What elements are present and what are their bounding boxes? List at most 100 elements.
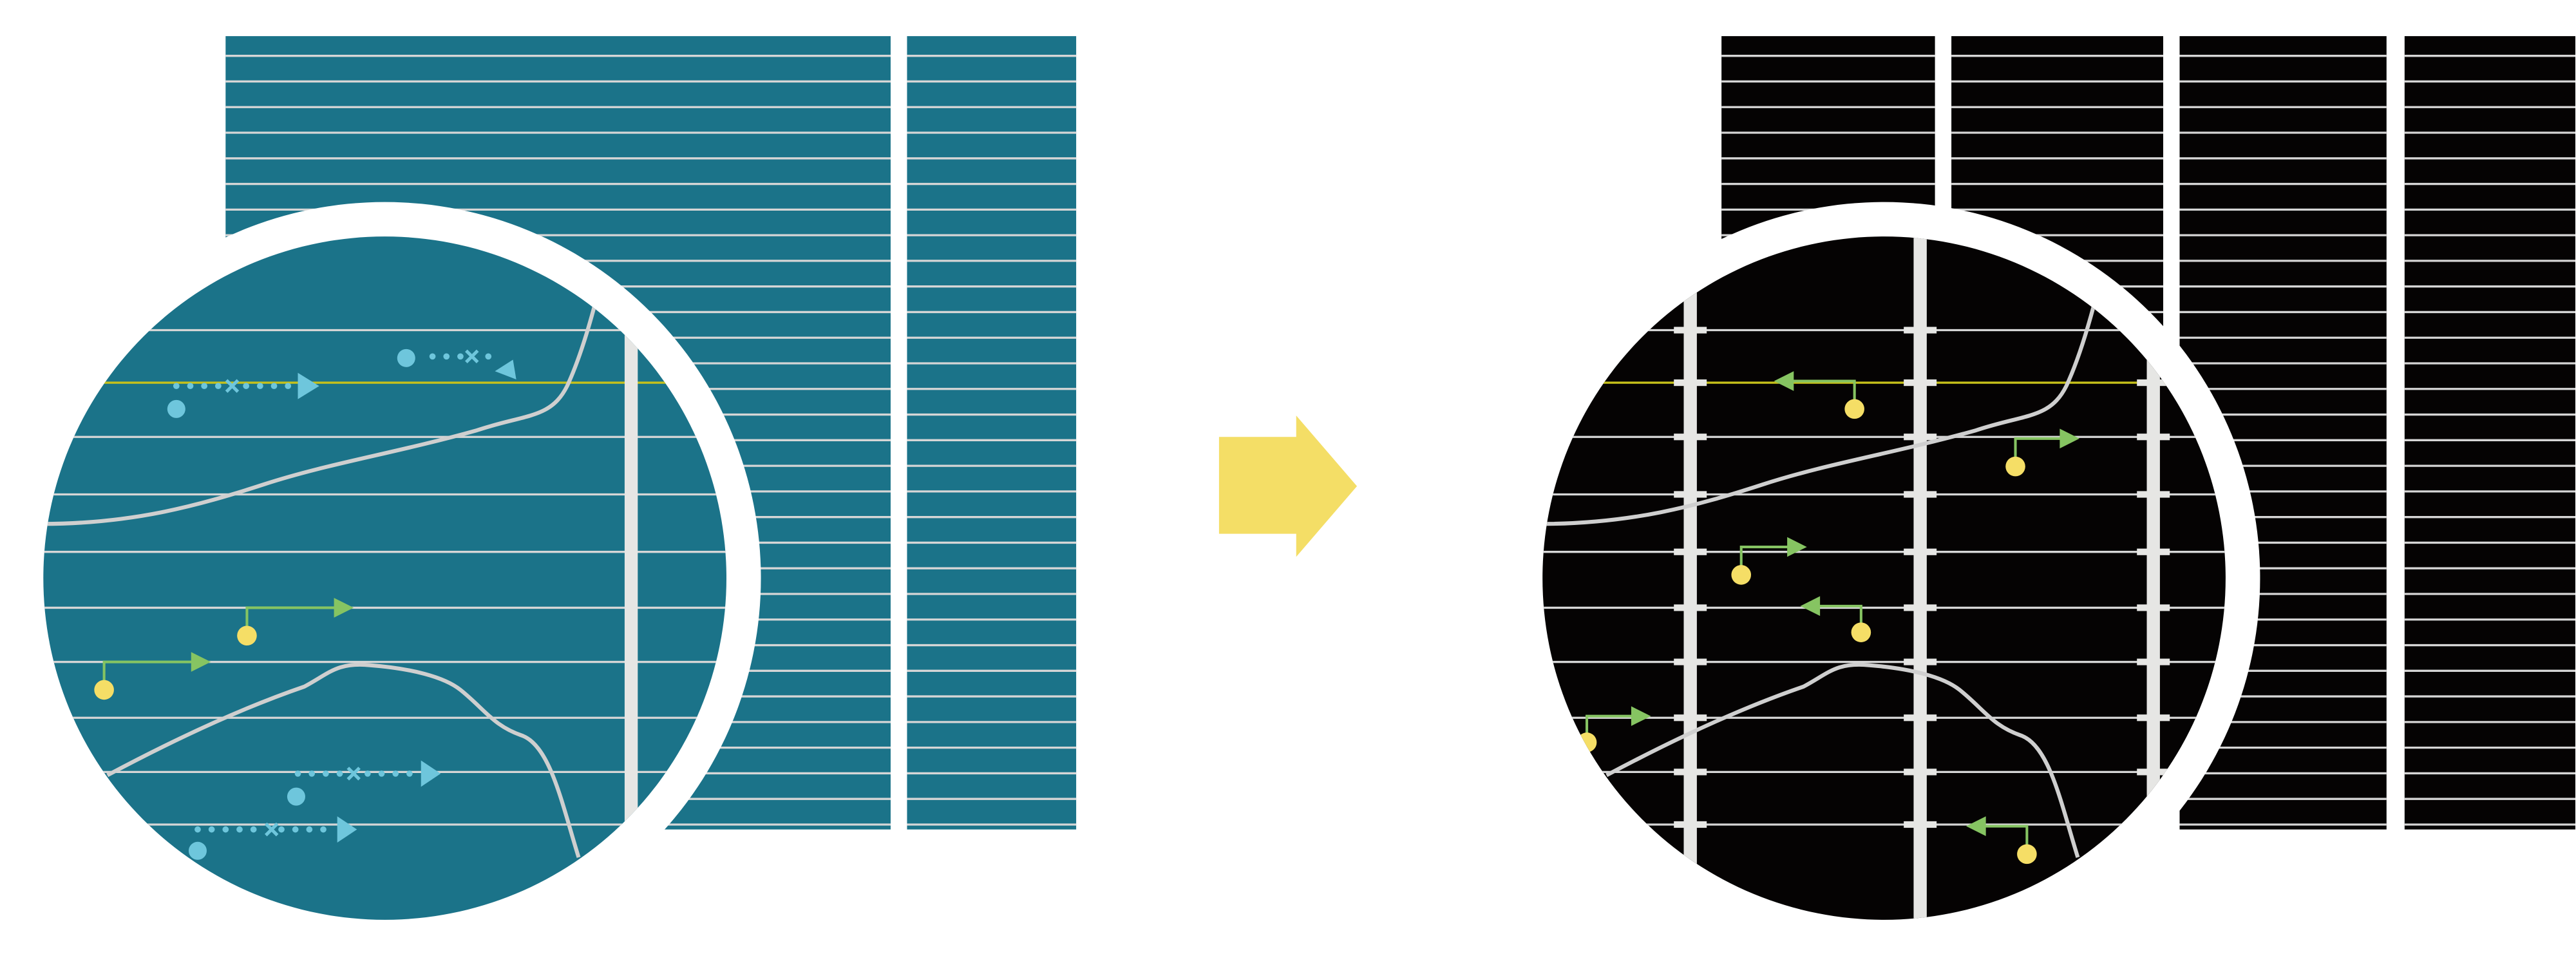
divider-tick <box>2137 769 2170 776</box>
x-mark-icon <box>225 379 240 393</box>
triangle-arrow-icon <box>1774 371 1794 391</box>
trajectory-dot <box>485 353 492 360</box>
divider-tick <box>1904 434 1937 441</box>
divider-tick <box>2137 491 2170 498</box>
x-mark-icon <box>465 349 479 364</box>
trajectory-dot <box>278 826 285 833</box>
yellow-particle-dot <box>237 625 257 646</box>
triangle-arrow-icon <box>421 760 441 787</box>
trajectory-dot <box>292 826 299 833</box>
vertical-divider <box>1683 236 1697 920</box>
trajectory-dot <box>429 353 436 360</box>
divider-tick <box>1904 491 1937 498</box>
trajectory-dot <box>320 826 327 833</box>
divider-tick <box>1904 379 1937 387</box>
x-mark-icon <box>346 767 361 781</box>
divider-tick <box>1904 821 1937 828</box>
trajectory-dot <box>214 383 222 390</box>
divider-tick <box>2137 604 2170 611</box>
divider-tick <box>1674 714 1707 721</box>
yellow-particle-dot <box>1731 565 1752 585</box>
divider-tick <box>2137 658 2170 665</box>
divider-tick <box>1674 769 1707 776</box>
curves <box>43 303 597 858</box>
boundary-curve <box>106 662 581 858</box>
trajectory-dot <box>236 826 243 833</box>
triangle-arrow-icon <box>191 652 211 672</box>
triangle-arrow-icon <box>2060 428 2079 449</box>
trajectory-dot <box>257 383 263 390</box>
yellow-particle-dot <box>94 680 114 700</box>
trajectory-dot <box>222 826 229 833</box>
trajectory-dot <box>201 383 208 390</box>
left-magnified-view <box>43 236 726 920</box>
particle-dot <box>397 349 415 367</box>
divider-tick <box>1674 379 1707 387</box>
triangle-arrow-icon <box>337 816 357 843</box>
triangle-arrow-icon <box>1787 537 1807 557</box>
panel-column <box>907 36 1077 830</box>
trajectory-dot <box>457 353 464 360</box>
triangle-arrow-icon <box>298 372 319 399</box>
trajectory-dot <box>378 770 385 777</box>
magnified-background <box>1542 236 2226 920</box>
yellow-particle-dot <box>1851 622 1871 642</box>
triangle-arrow-icon <box>1966 816 1986 836</box>
divider-tick <box>1674 491 1707 498</box>
trajectory-dot <box>173 383 180 390</box>
triangle-arrow-icon <box>334 598 354 618</box>
boundary-curve <box>43 303 597 526</box>
triangle-arrow-icon <box>1631 706 1651 726</box>
trajectory-dot <box>306 826 313 833</box>
divider-tick <box>1904 769 1937 776</box>
yellow-particle-dot <box>1844 399 1864 419</box>
right-arrow-icon <box>1218 415 1358 557</box>
trajectory-dot <box>285 383 292 390</box>
divider-tick <box>1904 327 1937 334</box>
trajectory-dot <box>270 383 278 390</box>
divider-tick <box>1674 821 1707 828</box>
trajectory-dot <box>308 770 316 777</box>
trajectory-dot <box>365 770 371 777</box>
divider-tick <box>1674 434 1707 441</box>
divider-tick <box>1674 548 1707 555</box>
x-mark-icon <box>264 822 279 837</box>
divider-tick <box>1904 658 1937 665</box>
divider-tick <box>1674 327 1707 334</box>
divider-tick <box>1674 658 1707 665</box>
divider-tick <box>1674 604 1707 611</box>
particle-dot <box>167 399 185 418</box>
yellow-particle-dot <box>2017 844 2037 864</box>
particle-dot <box>287 787 305 806</box>
trajectory-dot <box>250 826 257 833</box>
vertical-divider <box>1913 236 1927 920</box>
divider-tick <box>1904 714 1937 721</box>
yellow-particle-dot <box>2005 456 2025 477</box>
trajectory-dot <box>323 770 329 777</box>
particle-dot <box>188 841 207 860</box>
right-magnified-view <box>1542 236 2226 920</box>
curves <box>1542 303 2096 858</box>
trajectory-dot <box>406 770 413 777</box>
trajectory-dot <box>336 770 343 777</box>
vertical-divider <box>624 236 638 920</box>
vertical-divider <box>2146 236 2160 920</box>
divider-tick <box>2137 714 2170 721</box>
trajectory-dot <box>187 383 194 390</box>
trajectory-dot <box>243 383 250 390</box>
trajectory-dot <box>443 353 450 360</box>
triangle-arrow-icon <box>495 359 516 379</box>
trajectory-dot <box>392 770 399 777</box>
trajectory-dot <box>294 770 301 777</box>
divider-tick <box>1904 604 1937 611</box>
divider-tick <box>2137 548 2170 555</box>
divider-tick <box>1904 548 1937 555</box>
triangle-arrow-icon <box>1800 596 1821 616</box>
divider-tick <box>2137 434 2170 441</box>
boundary-curve <box>1542 303 2096 526</box>
divider-tick <box>2137 379 2170 387</box>
panel-column <box>2404 36 2576 830</box>
trajectory-dot <box>208 826 215 833</box>
boundary-curve <box>1605 662 2080 858</box>
